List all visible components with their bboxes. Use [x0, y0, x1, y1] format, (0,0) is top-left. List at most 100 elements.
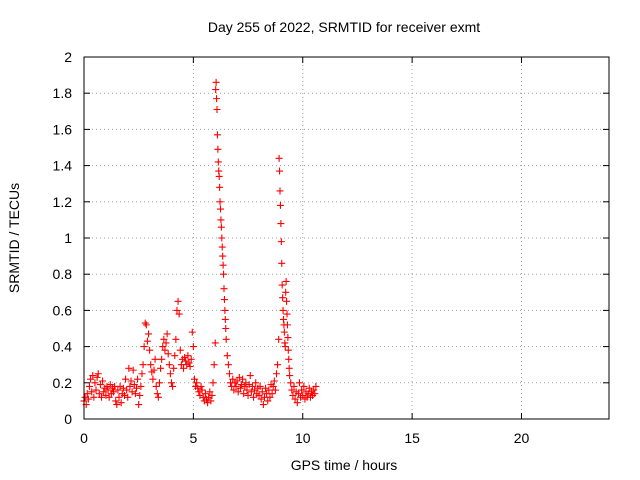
data-point [216, 198, 224, 206]
data-point [285, 364, 293, 372]
y-tick-label: 0.4 [53, 339, 73, 355]
data-point [217, 205, 224, 213]
data-point [275, 335, 283, 343]
data-point [206, 388, 214, 396]
data-point [189, 343, 197, 351]
y-tick-label: 1.6 [53, 121, 73, 137]
data-point [91, 379, 99, 387]
data-point [246, 372, 254, 380]
data-point [279, 306, 287, 314]
data-point [133, 384, 140, 392]
data-point [198, 386, 206, 394]
data-point [100, 388, 108, 396]
data-point [300, 382, 308, 390]
data-point [222, 325, 230, 332]
data-point [180, 364, 188, 372]
data-point [211, 339, 219, 347]
data-point [131, 390, 139, 398]
data-points [80, 78, 320, 409]
data-point [155, 379, 163, 387]
y-tick-label: 1.4 [53, 158, 73, 174]
data-point [240, 390, 248, 398]
data-point [277, 220, 285, 228]
data-point [295, 379, 303, 387]
data-point [94, 370, 102, 378]
data-point [213, 131, 221, 139]
data-point [284, 346, 292, 354]
data-point [268, 390, 276, 398]
data-point [250, 393, 258, 401]
data-point [224, 361, 232, 369]
data-point [214, 145, 222, 153]
data-point [169, 382, 177, 390]
data-point [312, 382, 320, 390]
data-point [174, 297, 182, 305]
data-point [288, 386, 296, 394]
data-point [274, 361, 282, 369]
data-point [105, 393, 113, 401]
data-point [239, 375, 247, 383]
data-point [142, 321, 150, 329]
data-point [125, 364, 133, 372]
chart-title: Day 255 of 2022, SRMTID for receiver exm… [208, 19, 480, 35]
data-point [112, 397, 120, 405]
data-point [286, 372, 294, 380]
data-point [153, 390, 161, 398]
data-point [204, 399, 212, 407]
x-tick-label: 0 [80, 430, 88, 446]
data-point [124, 393, 132, 401]
y-tick-label: 2 [64, 49, 72, 65]
data-point [265, 386, 273, 394]
data-point [127, 377, 135, 385]
data-point [252, 379, 260, 387]
data-point [176, 346, 184, 354]
data-point [114, 386, 122, 394]
data-point [273, 370, 280, 378]
data-point [275, 154, 283, 162]
data-point [290, 382, 298, 390]
data-point [157, 364, 165, 372]
data-point [220, 285, 228, 293]
data-point [141, 319, 149, 327]
data-point [293, 399, 301, 407]
data-point [216, 183, 224, 191]
data-point [218, 234, 226, 242]
data-point [197, 382, 205, 390]
data-point [248, 382, 256, 390]
data-point [154, 393, 162, 401]
data-point [214, 158, 222, 166]
data-point [285, 355, 293, 363]
data-point [104, 386, 112, 394]
data-point [279, 294, 287, 302]
data-point [122, 375, 130, 383]
data-point [110, 388, 118, 396]
data-point [115, 393, 123, 401]
data-point [287, 379, 295, 387]
data-point [222, 335, 230, 343]
data-point [276, 167, 284, 175]
data-point [201, 390, 209, 398]
data-point [305, 384, 313, 392]
data-point [193, 379, 201, 387]
data-point [221, 315, 229, 323]
data-point [276, 187, 284, 195]
data-point [264, 397, 272, 405]
data-point [119, 384, 127, 392]
data-point [243, 386, 251, 394]
data-point [282, 277, 290, 285]
data-point [89, 372, 97, 380]
data-point [138, 370, 146, 378]
data-point [99, 377, 107, 385]
data-point [113, 401, 121, 409]
data-point [129, 366, 137, 374]
data-point [277, 238, 285, 246]
data-point [299, 391, 307, 399]
plot-frame [83, 56, 610, 420]
data-point [298, 386, 306, 394]
data-point [96, 381, 104, 389]
data-point [221, 306, 229, 314]
data-point [190, 375, 198, 383]
data-point [130, 381, 138, 389]
data-point [187, 355, 195, 363]
data-point [90, 393, 98, 401]
